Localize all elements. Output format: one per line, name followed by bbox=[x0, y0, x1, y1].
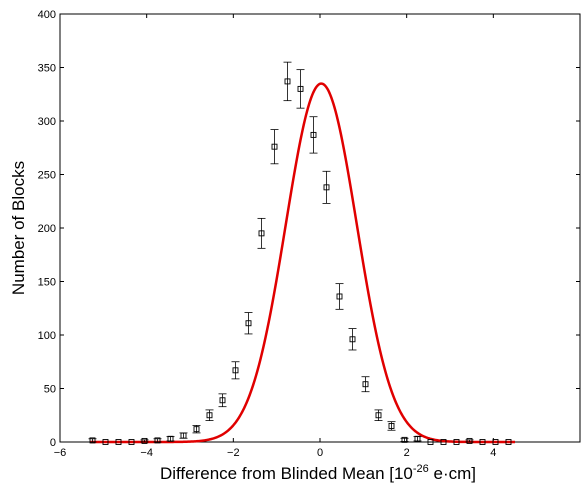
plot-frame bbox=[59, 13, 581, 443]
data-point-square bbox=[466, 437, 473, 444]
y-tick-label: 50 bbox=[44, 384, 56, 396]
data-point-square bbox=[284, 78, 291, 85]
data-points-layer bbox=[88, 61, 512, 445]
data-point-square bbox=[258, 230, 265, 237]
data-point-square bbox=[440, 439, 447, 445]
data-point-square bbox=[180, 432, 187, 439]
x-tick-label: −6 bbox=[54, 447, 67, 459]
data-point-square bbox=[505, 439, 512, 445]
x-tick-label: 2 bbox=[404, 447, 410, 459]
axis-ticks: −6 −4 −2 0 2 4 0 50 100 150 200 250 300 350 400 bbox=[38, 9, 580, 459]
data-point-square bbox=[245, 320, 252, 327]
x-tick-label: 0 bbox=[317, 447, 323, 459]
y-tick-label: 250 bbox=[38, 170, 56, 182]
data-point-square bbox=[453, 439, 460, 445]
data-point-square bbox=[414, 435, 421, 442]
y-tick-label: 0 bbox=[50, 437, 56, 449]
data-point-square bbox=[219, 397, 226, 404]
x-axis-title-unit: e·cm] bbox=[429, 464, 476, 483]
data-point-square bbox=[349, 336, 356, 343]
data-point-square bbox=[128, 439, 135, 445]
data-point-square bbox=[479, 439, 486, 445]
x-tick-label: −4 bbox=[140, 447, 153, 459]
x-tick-label: 4 bbox=[490, 447, 496, 459]
y-tick-label: 100 bbox=[38, 330, 56, 342]
y-tick-label: 350 bbox=[38, 63, 56, 75]
y-tick-label: 150 bbox=[38, 277, 56, 289]
data-point-square bbox=[323, 184, 330, 191]
data-point-square bbox=[492, 439, 499, 445]
data-point-square bbox=[167, 435, 174, 442]
data-point-square bbox=[232, 367, 239, 374]
x-axis-title: Difference from Blinded Mean [10-26 e·cm… bbox=[160, 463, 476, 483]
data-point-square bbox=[154, 437, 161, 444]
data-point-square bbox=[115, 439, 122, 445]
data-point-square bbox=[388, 423, 395, 429]
data-point-square bbox=[193, 426, 200, 433]
y-tick-label: 200 bbox=[38, 223, 56, 235]
data-point-square bbox=[206, 412, 213, 419]
data-point-square bbox=[401, 436, 408, 443]
x-tick-label: −2 bbox=[227, 447, 240, 459]
data-point-square bbox=[89, 437, 96, 444]
data-point-square bbox=[102, 439, 109, 445]
data-point-square bbox=[362, 381, 369, 388]
y-axis-title: Number of Blocks bbox=[9, 161, 28, 295]
x-axis-title-superscript: -26 bbox=[413, 463, 429, 475]
data-point-square bbox=[310, 131, 317, 138]
data-point-square bbox=[271, 143, 278, 150]
data-point-square bbox=[297, 85, 304, 92]
data-point-square bbox=[336, 293, 343, 300]
y-tick-label: 300 bbox=[38, 116, 56, 128]
x-axis-title-main: Difference from Blinded Mean [10 bbox=[160, 464, 413, 483]
y-tick-label: 400 bbox=[38, 9, 56, 21]
data-point-square bbox=[427, 439, 434, 445]
data-point-square bbox=[375, 412, 382, 419]
data-point-square bbox=[141, 437, 148, 444]
